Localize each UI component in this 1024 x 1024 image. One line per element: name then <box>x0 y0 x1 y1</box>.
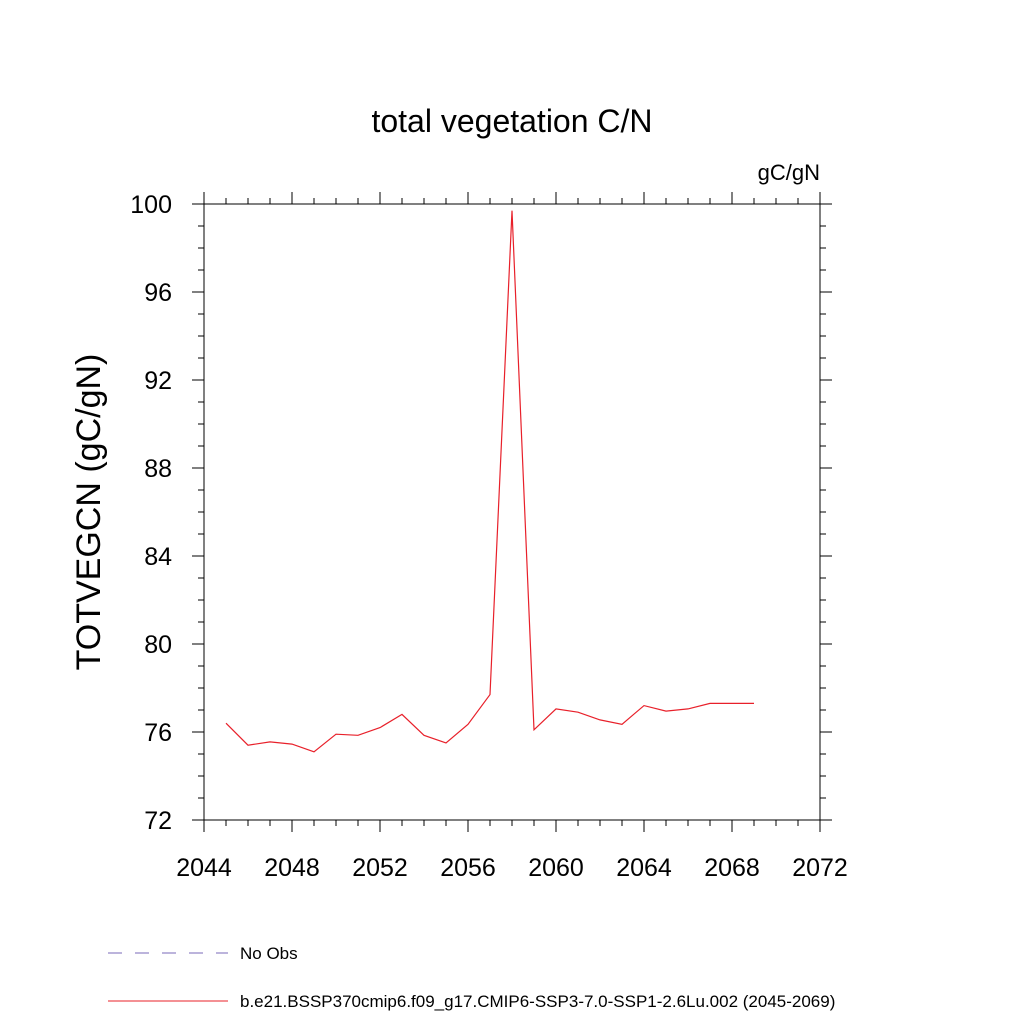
series-line-0 <box>225 210 754 753</box>
y-tick-label-92: 92 <box>144 367 172 395</box>
y-tick-label-84: 84 <box>144 543 172 571</box>
chart-title: total vegetation C/N <box>371 103 652 139</box>
x-tick-label-2048: 2048 <box>264 854 320 882</box>
legend-label-model: b.e21.BSSP370cmip6.f09_g17.CMIP6-SSP3-7.… <box>240 992 835 1011</box>
y-tick-label-88: 88 <box>144 455 172 483</box>
y-tick-label-100: 100 <box>130 191 172 219</box>
y-tick-label-96: 96 <box>144 279 172 307</box>
x-tick-label-2064: 2064 <box>616 854 672 882</box>
x-tick-label-2060: 2060 <box>528 854 584 882</box>
series-group <box>225 210 754 753</box>
y-axis-label: TOTVEGCN (gC/gN) <box>70 354 108 671</box>
legend-label-no-obs: No Obs <box>240 944 298 963</box>
plot-frame <box>203 203 821 821</box>
axis-ticks <box>192 192 832 832</box>
x-tick-label-2044: 2044 <box>176 854 232 882</box>
units-label: gC/gN <box>758 160 820 185</box>
y-tick-label-80: 80 <box>144 631 172 659</box>
x-tick-label-2072: 2072 <box>792 854 848 882</box>
x-tick-label-2056: 2056 <box>440 854 496 882</box>
x-tick-label-2068: 2068 <box>704 854 760 882</box>
y-tick-label-76: 76 <box>144 719 172 747</box>
legend: No Obs b.e21.BSSP370cmip6.f09_g17.CMIP6-… <box>108 944 835 1011</box>
x-tick-label-2052: 2052 <box>352 854 408 882</box>
y-tick-label-72: 72 <box>144 807 172 835</box>
axis-tick-labels: 2044 2048 2052 2056 2060 2064 2068 2072 72 76 80 84… <box>130 191 848 882</box>
